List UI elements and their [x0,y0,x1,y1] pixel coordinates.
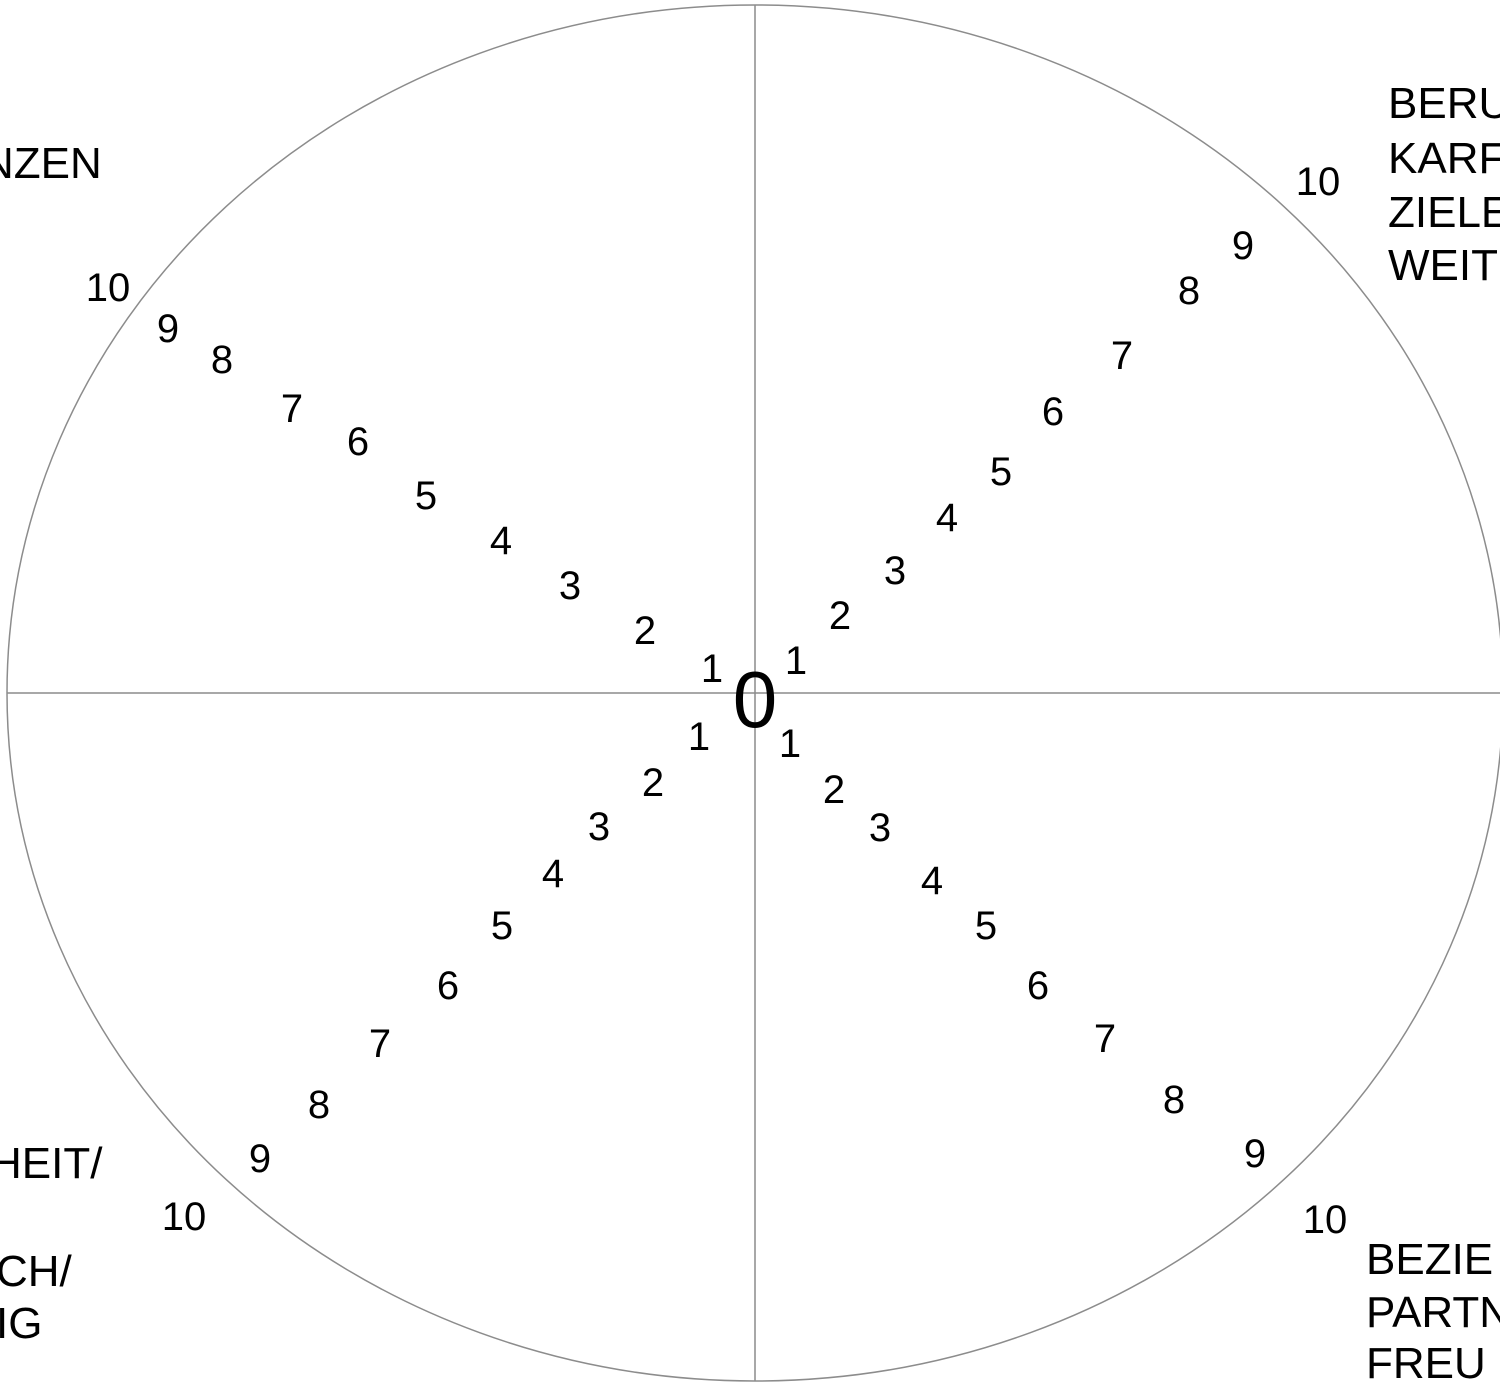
label-top-right-line-2: KARF [1388,134,1500,183]
tick-tl-2: 2 [634,609,656,653]
label-top-left: NZEN [0,139,102,188]
label-bottom-right-line-3: FREU [1366,1339,1486,1383]
label-top-right-line-1: BERU [1388,79,1500,128]
tick-br-1: 1 [779,722,801,766]
label-bottom-left: HEIT/ CH/ IG [0,1139,115,1348]
tick-tl-5: 5 [415,474,437,518]
tick-bl-5: 5 [491,904,513,948]
label-top-left-line-1: NZEN [0,139,102,188]
tick-tl-3: 3 [559,564,581,608]
label-top-right-line-4: WEIT [1388,241,1498,290]
tick-br-2: 2 [823,768,845,812]
tick-br-3: 3 [869,806,891,850]
tick-bl-1: 1 [688,715,710,759]
tick-br-4: 4 [921,859,943,903]
tick-bl-9: 9 [249,1137,271,1181]
tick-bl-2: 2 [642,761,664,805]
label-bottom-right-line-1: BEZIE [1366,1235,1493,1284]
tick-br-6: 6 [1027,964,1049,1008]
tick-br-5: 5 [975,904,997,948]
tick-br-7: 7 [1094,1017,1116,1061]
label-bottom-left-line-4: IG [0,1299,42,1348]
label-bottom-right-line-2: PARTN [1366,1288,1500,1337]
tick-tr-3: 3 [884,549,906,593]
tick-bl-3: 3 [588,805,610,849]
label-bottom-left-line-3: CH/ [0,1247,73,1296]
tick-tl-7: 7 [281,387,303,431]
tick-bl-8: 8 [308,1083,330,1127]
tick-tr-8: 8 [1178,269,1200,313]
tick-tr-9: 9 [1232,224,1254,268]
tick-tr-6: 6 [1042,390,1064,434]
tick-bl-4: 4 [542,852,564,896]
tick-br-10: 10 [1303,1198,1348,1242]
label-bottom-left-line-1: HEIT/ [0,1139,103,1188]
tick-tl-8: 8 [211,338,233,382]
tick-tr-2: 2 [829,594,851,638]
tick-tr-1: 1 [785,639,807,683]
tick-tl-9: 9 [157,307,179,351]
center-zero-label: 0 [733,655,778,744]
tick-bl-7: 7 [369,1022,391,1066]
label-bottom-right: BEZIE PARTN FREU [1366,1235,1500,1383]
tick-tl-10: 10 [86,266,131,310]
tick-tr-5: 5 [990,450,1012,494]
tick-tl-6: 6 [347,420,369,464]
tick-br-8: 8 [1163,1078,1185,1122]
tick-tr-7: 7 [1111,334,1133,378]
label-top-right-line-3: ZIELE [1388,188,1500,237]
tick-tr-10: 10 [1296,160,1341,204]
tick-tl-1: 1 [701,647,723,691]
tick-tr-4: 4 [936,496,958,540]
label-top-right: BERU KARF ZIELE WEIT [1388,79,1500,290]
tick-br-9: 9 [1244,1132,1266,1176]
tick-bl-6: 6 [437,964,459,1008]
tick-bl-10: 10 [162,1195,207,1239]
tick-tl-4: 4 [490,519,512,563]
